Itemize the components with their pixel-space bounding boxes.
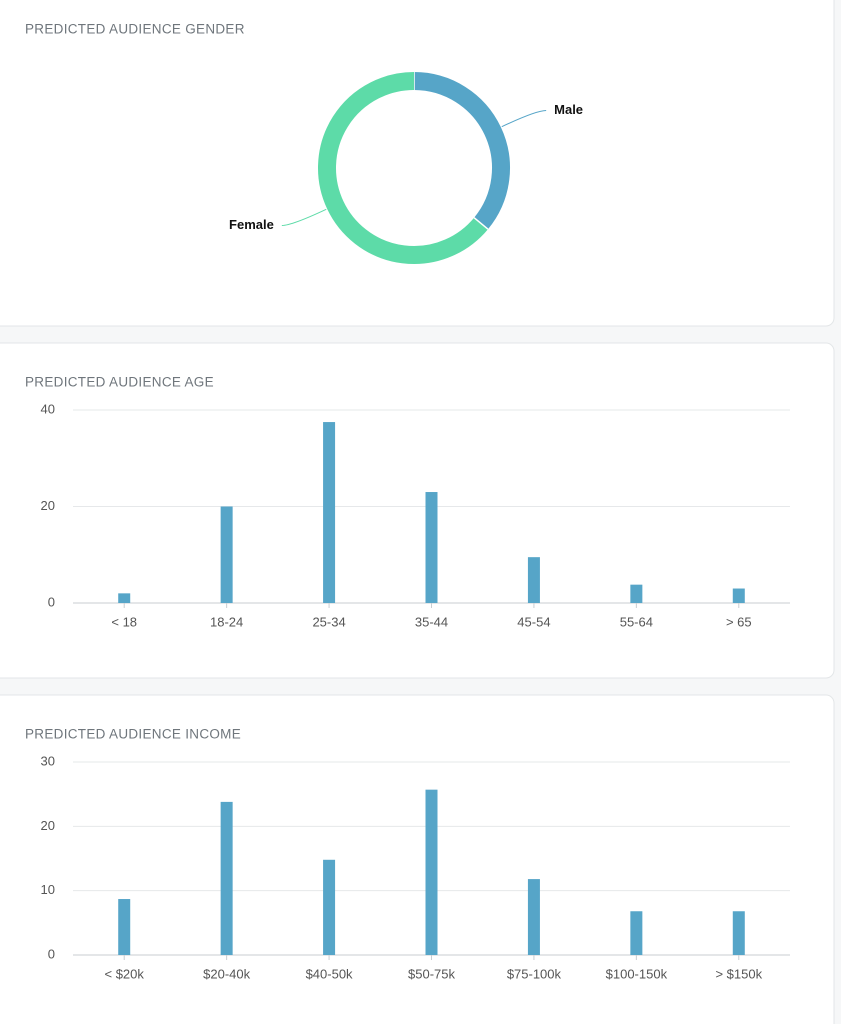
y-tick-label: 20	[41, 818, 55, 833]
card	[0, 0, 835, 327]
chart-title: PREDICTED AUDIENCE GENDER	[25, 22, 245, 37]
bar	[118, 593, 131, 603]
y-tick-label: 10	[41, 882, 55, 897]
x-tick-label: $75-100k	[507, 966, 562, 981]
x-tick-label: $40-50k	[306, 966, 353, 981]
x-tick-label: > 65	[726, 614, 752, 629]
y-tick-label: 30	[41, 753, 55, 768]
segment-separator	[473, 217, 489, 230]
leader-line	[281, 208, 327, 226]
bar	[220, 801, 233, 955]
bar	[323, 422, 336, 603]
card	[0, 342, 835, 679]
x-tick-label: < $20k	[105, 966, 145, 981]
bar	[732, 588, 745, 603]
bar	[527, 557, 540, 603]
bar	[425, 789, 438, 955]
x-tick-label: < 18	[111, 614, 137, 629]
bar	[220, 506, 233, 603]
y-tick-label: 0	[48, 594, 55, 609]
y-tick-label: 40	[41, 401, 55, 416]
chart-title: PREDICTED AUDIENCE AGE	[25, 375, 214, 390]
bar	[118, 899, 131, 955]
bar	[630, 584, 643, 603]
bar	[732, 911, 745, 955]
donut-segment	[413, 72, 510, 230]
bar	[323, 859, 336, 955]
bar	[527, 879, 540, 955]
y-tick-label: 20	[41, 498, 55, 513]
chart-title: PREDICTED AUDIENCE INCOME	[25, 727, 241, 742]
bar	[630, 911, 643, 955]
x-tick-label: $50-75k	[408, 966, 455, 981]
x-tick-label: 35-44	[415, 614, 448, 629]
x-tick-label: 25-34	[312, 614, 345, 629]
y-tick-label: 0	[48, 946, 55, 961]
leader-line	[501, 110, 547, 128]
x-tick-label: $20-40k	[203, 966, 250, 981]
donut-segment	[318, 72, 488, 264]
x-tick-label: 45-54	[517, 614, 550, 629]
x-tick-label: 55-64	[620, 614, 653, 629]
x-tick-label: > $150k	[715, 966, 762, 981]
x-tick-label: 18-24	[210, 614, 243, 629]
card	[0, 694, 835, 1024]
bar	[425, 492, 438, 603]
x-tick-label: $100-150k	[606, 966, 668, 981]
pie-label: Female	[229, 217, 274, 232]
pie-label: Male	[554, 102, 583, 117]
